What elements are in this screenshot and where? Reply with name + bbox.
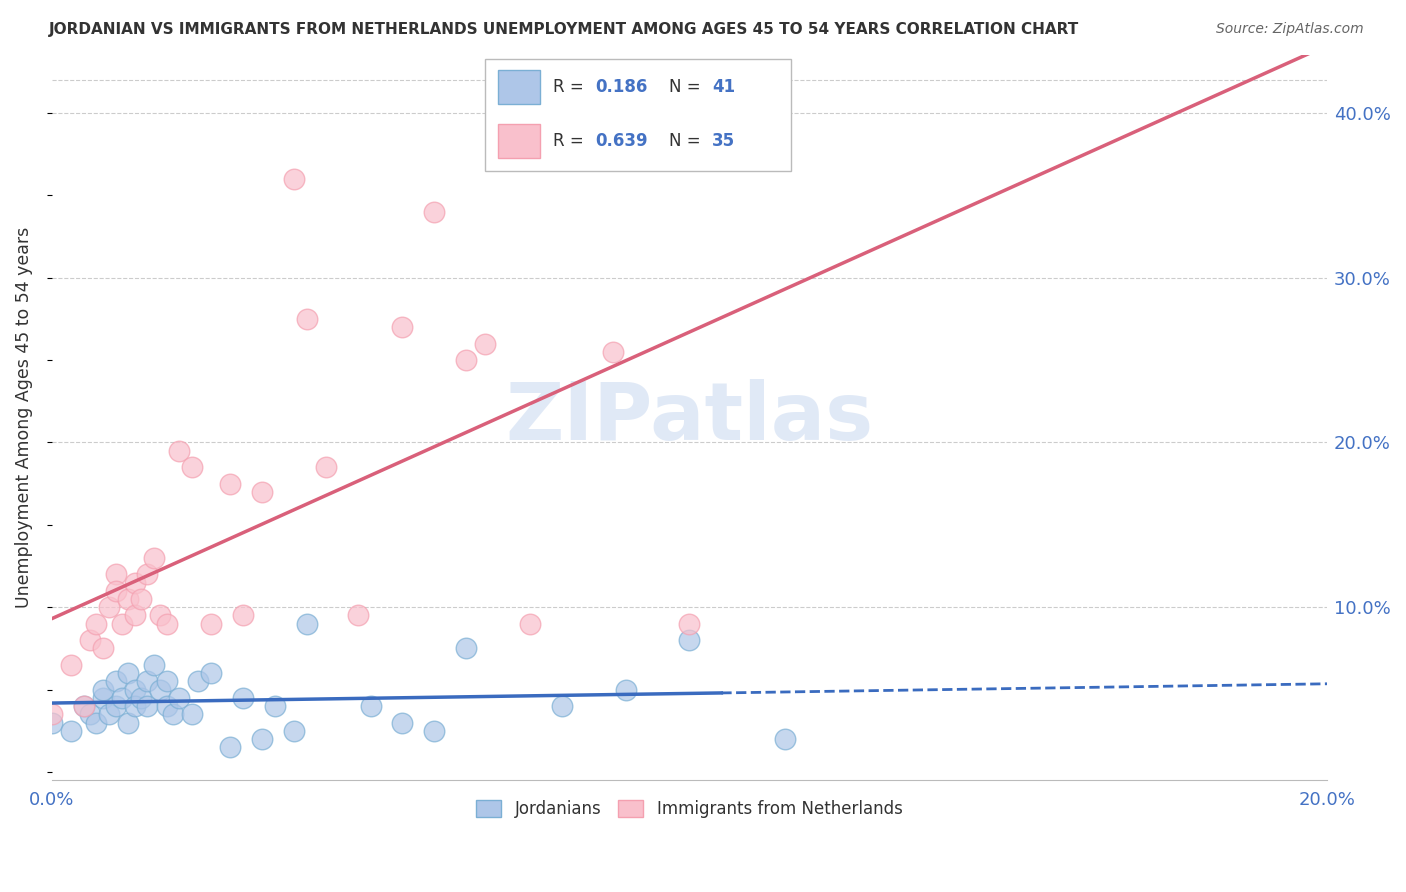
Point [200,616,222,631]
Point [219,476,242,491]
Point [181,707,204,722]
Point [169,690,191,705]
Point [250,484,273,499]
Point [391,715,413,730]
Point [456,353,478,368]
Point [117,592,139,607]
Y-axis label: Unemployment Among Ages 45 to 54 years: Unemployment Among Ages 45 to 54 years [15,227,32,608]
Point [111,616,134,631]
Point [104,674,127,689]
Point [104,583,127,598]
Point [91,682,114,697]
Point [59,723,82,738]
Point [283,171,305,186]
Point [104,699,127,714]
Point [614,682,637,697]
Point [91,641,114,656]
Point [41,707,63,722]
Point [98,707,121,722]
Point [283,723,305,738]
Point [72,699,94,714]
Point [200,666,222,681]
Point [295,616,318,631]
Point [232,608,254,623]
Point [423,723,446,738]
Point [155,616,177,631]
Point [136,699,159,714]
Point [91,690,114,705]
Point [162,707,184,722]
Point [136,674,159,689]
Point [773,732,796,747]
Point [219,740,242,755]
Point [142,657,165,672]
Point [456,641,478,656]
Point [124,682,146,697]
Point [136,567,159,582]
Point [86,616,108,631]
Point [149,608,172,623]
Legend: Jordanians, Immigrants from Netherlands: Jordanians, Immigrants from Netherlands [468,791,911,826]
Point [602,344,624,359]
Point [79,707,101,722]
Point [391,320,413,334]
Point [181,460,204,475]
Point [41,715,63,730]
Point [129,690,152,705]
Point [474,336,496,351]
Point [72,699,94,714]
Point [315,460,337,475]
Point [129,592,152,607]
Point [169,443,191,458]
Text: JORDANIAN VS IMMIGRANTS FROM NETHERLANDS UNEMPLOYMENT AMONG AGES 45 TO 54 YEARS : JORDANIAN VS IMMIGRANTS FROM NETHERLANDS… [49,22,1080,37]
Point [264,699,287,714]
Point [124,575,146,590]
Point [232,690,254,705]
Point [250,732,273,747]
Point [519,616,541,631]
Point [360,699,382,714]
Point [155,699,177,714]
Point [86,715,108,730]
Point [149,682,172,697]
Point [104,567,127,582]
Point [124,699,146,714]
Point [59,657,82,672]
Point [98,600,121,615]
Point [423,204,446,219]
Point [142,550,165,565]
Point [678,633,700,648]
Text: ZIPatlas: ZIPatlas [505,379,873,457]
Point [155,674,177,689]
Point [124,608,146,623]
Point [79,633,101,648]
Point [678,616,700,631]
Text: Source: ZipAtlas.com: Source: ZipAtlas.com [1216,22,1364,37]
Point [295,311,318,326]
Point [347,608,370,623]
Point [117,666,139,681]
Point [117,715,139,730]
Point [111,690,134,705]
Point [187,674,209,689]
Point [551,699,574,714]
